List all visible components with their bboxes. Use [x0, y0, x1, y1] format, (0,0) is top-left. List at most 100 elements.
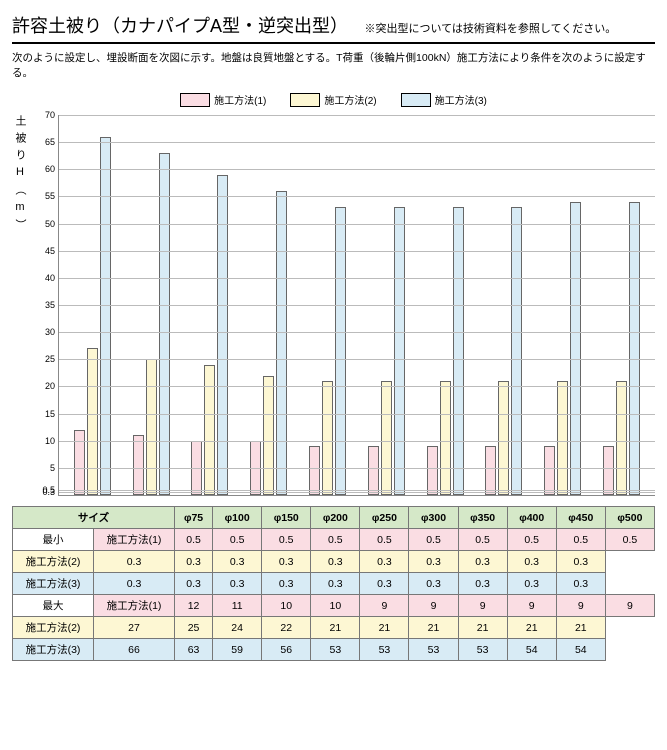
description: 次のように設定し、埋設断面を次図に示す。地盤は良質地盤とする。T荷重（後輪片側1… — [12, 50, 655, 80]
table-header-col: φ250 — [360, 507, 409, 529]
table-cell: 0.3 — [262, 551, 311, 573]
table-cell: 0.3 — [458, 573, 507, 595]
y-tick: 50 — [33, 219, 59, 229]
y-tick: 45 — [33, 246, 59, 256]
table-cell: 9 — [458, 595, 507, 617]
table-cell: 0.5 — [175, 529, 213, 551]
table-cell: 0.5 — [360, 529, 409, 551]
chart-plot: 7065605550454035302520151050.50.3 — [58, 115, 655, 496]
bar — [368, 446, 379, 495]
table-cell: 27 — [94, 617, 175, 639]
table-header-col: φ300 — [409, 507, 458, 529]
bar — [485, 446, 496, 495]
table-cell: 9 — [556, 595, 605, 617]
table-cell: 53 — [458, 639, 507, 661]
bar — [159, 153, 170, 495]
table-header-col: φ450 — [556, 507, 605, 529]
bar — [427, 446, 438, 495]
table-cell: 0.5 — [213, 529, 262, 551]
table-cell: 0.3 — [360, 573, 409, 595]
bar — [309, 446, 320, 495]
table-cell: 0.3 — [409, 573, 458, 595]
bar — [570, 202, 581, 495]
table-cell: 0.3 — [311, 573, 360, 595]
table-cell: 0.3 — [409, 551, 458, 573]
table-header-col: φ100 — [213, 507, 262, 529]
table-cell: 9 — [605, 595, 654, 617]
bar — [629, 202, 640, 495]
bar — [87, 348, 98, 495]
table-row-label: 施工方法(2) — [13, 617, 94, 639]
table-cell: 21 — [556, 617, 605, 639]
legend-label: 施工方法(3) — [435, 92, 487, 107]
table-cell: 0.3 — [262, 573, 311, 595]
table-cell: 0.5 — [262, 529, 311, 551]
y-tick: 15 — [33, 409, 59, 419]
y-tick: 20 — [33, 381, 59, 391]
bar — [146, 359, 157, 495]
y-tick: 40 — [33, 273, 59, 283]
table-row-label: 施工方法(3) — [13, 639, 94, 661]
table-cell: 0.3 — [94, 573, 175, 595]
table-cell: 0.3 — [94, 551, 175, 573]
y-tick: 30 — [33, 327, 59, 337]
y-tick: 0.3 — [33, 487, 59, 497]
legend-swatch — [180, 93, 210, 107]
table-cell: 54 — [507, 639, 556, 661]
y-tick: 35 — [33, 300, 59, 310]
table-cell: 9 — [360, 595, 409, 617]
table-cell: 0.5 — [409, 529, 458, 551]
table-row-label: 施工方法(2) — [13, 551, 94, 573]
table-row-label: 施工方法(1) — [94, 595, 175, 617]
chart-container: 土被りH（m） 7065605550454035302520151050.50.… — [12, 115, 655, 496]
bar — [74, 430, 85, 495]
table-cell: 0.3 — [213, 551, 262, 573]
table-cell: 0.3 — [175, 573, 213, 595]
table-cell: 66 — [94, 639, 175, 661]
table-header-size: サイズ — [13, 507, 175, 529]
bar — [204, 365, 215, 495]
table-row-label: 施工方法(1) — [94, 529, 175, 551]
table-cell: 54 — [556, 639, 605, 661]
table-cell: 21 — [409, 617, 458, 639]
legend-item: 施工方法(3) — [401, 92, 487, 107]
table-cell: 25 — [175, 617, 213, 639]
table-cell: 53 — [311, 639, 360, 661]
y-tick: 60 — [33, 164, 59, 174]
table-cell: 21 — [360, 617, 409, 639]
y-axis-label: 土被りH（m） — [12, 115, 32, 496]
table-cell: 10 — [262, 595, 311, 617]
table-cell: 59 — [213, 639, 262, 661]
table-cell: 53 — [360, 639, 409, 661]
bar — [557, 381, 568, 495]
table-header-col: φ150 — [262, 507, 311, 529]
table-cell: 56 — [262, 639, 311, 661]
table-cell: 21 — [507, 617, 556, 639]
bar — [440, 381, 451, 495]
table-cell: 0.5 — [507, 529, 556, 551]
table-cell: 0.3 — [213, 573, 262, 595]
legend-swatch — [290, 93, 320, 107]
table-cell: 0.5 — [311, 529, 360, 551]
bar — [133, 435, 144, 495]
y-tick: 65 — [33, 137, 59, 147]
table-cell: 0.3 — [556, 551, 605, 573]
table-cell: 0.3 — [507, 573, 556, 595]
table-cell: 24 — [213, 617, 262, 639]
table-cell: 11 — [213, 595, 262, 617]
table-cell: 53 — [409, 639, 458, 661]
table-cell: 63 — [175, 639, 213, 661]
y-tick: 10 — [33, 436, 59, 446]
header: 許容土被り（カナパイプA型・逆突出型） ※突出型については技術資料を参照してくだ… — [12, 12, 655, 44]
legend-swatch — [401, 93, 431, 107]
bar — [544, 446, 555, 495]
legend-label: 施工方法(2) — [324, 92, 376, 107]
table-group-label: 最大 — [13, 595, 94, 617]
table-cell: 9 — [507, 595, 556, 617]
table-cell: 0.5 — [458, 529, 507, 551]
table-cell: 0.5 — [605, 529, 654, 551]
legend-label: 施工方法(1) — [214, 92, 266, 107]
table-cell: 0.3 — [175, 551, 213, 573]
bar — [381, 381, 392, 495]
table-cell: 21 — [458, 617, 507, 639]
